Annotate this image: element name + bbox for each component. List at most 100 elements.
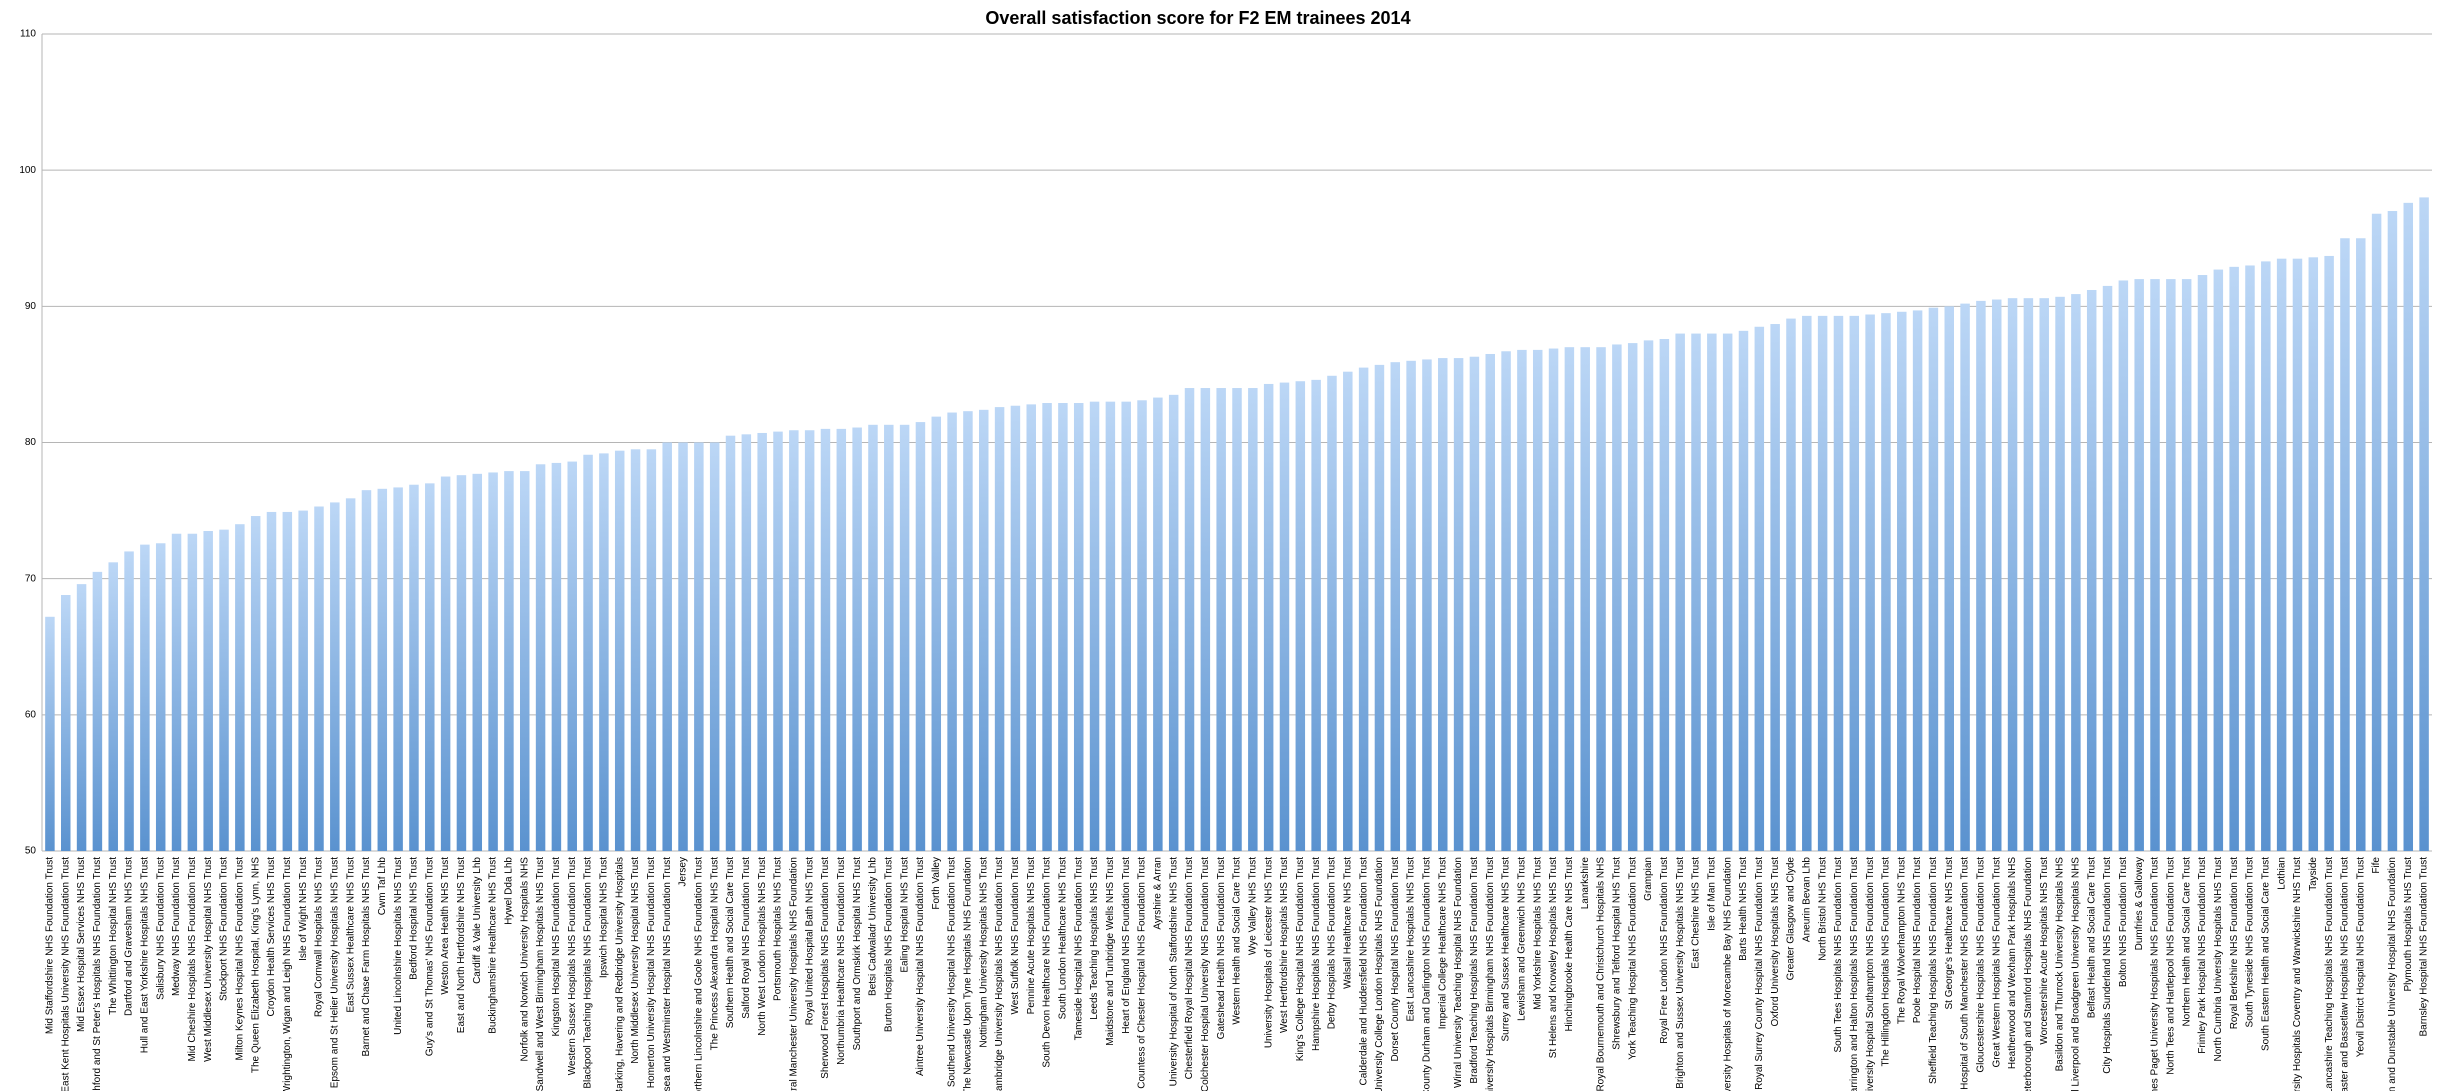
x-tick-label: Surrey and Sussex Healthcare NHS Trust <box>1501 857 1512 1042</box>
x-tick-label: Cambridge University Hospitals NHS Found… <box>994 857 1005 1091</box>
x-tick-label: Royal Surrey County Hospital NHS Foundat… <box>1754 857 1765 1090</box>
bar <box>2071 294 2081 851</box>
x-tick-label: University Hospitals Coventry and Warwic… <box>2292 857 2303 1091</box>
bar <box>2213 269 2224 851</box>
bar <box>187 533 198 851</box>
x-tick-label: Kingston Hospital NHS Foundation Trust <box>551 857 562 1037</box>
x-tick-label: University College London Hospitals NHS … <box>1374 857 1385 1091</box>
x-tick-label: South Devon Healthcare NHS Foundation Tr… <box>1042 857 1053 1068</box>
bar <box>1374 364 1385 851</box>
bar <box>1912 310 1923 851</box>
x-tick-label: Northern Lincolnshire and Goole NHS Foun… <box>693 857 704 1091</box>
x-tick-label: South Tees Hospitals NHS Foundation Trus… <box>1833 857 1844 1053</box>
x-tick-label: James Paget University Hospitals NHS Fou… <box>2150 857 2161 1091</box>
bar <box>2023 298 2034 851</box>
x-tick-label: The Princess Alexandra Hospital NHS Trus… <box>709 857 720 1051</box>
bar <box>1121 401 1131 851</box>
x-tick-label: North West London Hospitals NHS Trust <box>757 857 768 1036</box>
bar <box>1659 339 1670 851</box>
bar <box>1707 333 1717 852</box>
x-tick-label: Royal Cornwall Hospitals NHS Trust <box>314 857 325 1017</box>
bar <box>219 529 229 851</box>
x-tick-label: North Middlesex University Hospital NHS … <box>630 857 641 1064</box>
x-tick-label: Dartford and Gravesham NHS Trust <box>124 857 135 1016</box>
bar <box>1960 303 1970 851</box>
x-tick-label: Heatherwood and Wexham Park Hospitals NH… <box>2007 857 2018 1069</box>
bar <box>1168 394 1179 851</box>
bar <box>1944 306 1954 851</box>
bar <box>282 511 293 851</box>
x-tick-label: Burton Hospitals NHS Foundation Trust <box>883 857 894 1032</box>
x-tick-label: East Cheshire NHS Trust <box>1691 857 1702 969</box>
x-tick-label: North Tees and Hartlepool NHS Foundation… <box>2165 857 2176 1075</box>
x-tick-label: Royal Berkshire NHS Foundation Trust <box>2229 857 2240 1030</box>
x-tick-label: Pennine Acute Hospitals NHS Trust <box>1026 857 1037 1015</box>
x-tick-label: The Hillingdon Hospitals NHS Foundation … <box>1881 857 1892 1067</box>
bar <box>171 533 182 851</box>
x-tick-label: Dumfries & Galloway <box>2134 857 2145 950</box>
y-tick-label: 80 <box>25 437 37 448</box>
x-tick-label: Portsmouth Hospitals NHS Trust <box>773 857 784 1001</box>
x-tick-label: University Hospital Southampton NHS Foun… <box>1865 857 1876 1091</box>
bar <box>2134 279 2144 852</box>
x-tick-label: Weston Area Health NHS Trust <box>440 857 451 995</box>
x-tick-label: Mid Cheshire Hospitals NHS Foundation Tr… <box>187 857 198 1062</box>
x-tick-label: County Durham and Darlington NHS Foundat… <box>1422 857 1433 1091</box>
bar <box>203 531 213 851</box>
bar <box>868 424 878 851</box>
x-tick-label: East Kent Hospitals University NHS Found… <box>60 857 71 1091</box>
x-tick-label: Aintree University Hospital NHS Foundati… <box>915 857 926 1076</box>
bar <box>504 471 514 851</box>
x-tick-label: Greater Glasgow and Clyde <box>1786 857 1797 981</box>
x-tick-label: Guy's and St Thomas' NHS Foundation Trus… <box>424 857 435 1057</box>
bar <box>488 472 498 851</box>
x-tick-label: Buckinghamshire Healthcare NHS Trust <box>488 857 499 1034</box>
x-tick-label: Maidstone and Tunbridge Wells NHS Trust <box>1105 857 1116 1046</box>
bar <box>298 510 308 851</box>
bar <box>2039 298 2049 851</box>
bar <box>1406 360 1416 851</box>
bar <box>773 431 783 851</box>
bar <box>963 411 973 851</box>
bar <box>1089 401 1100 851</box>
x-tick-label: Tameside Hospital NHS Foundation Trust <box>1073 857 1084 1041</box>
x-tick-label: Stockport NHS Foundation Trust <box>219 857 230 1001</box>
x-tick-label: Grampian <box>1643 857 1654 901</box>
bar <box>1532 349 1543 851</box>
bar <box>567 461 577 851</box>
bar <box>235 524 245 851</box>
y-tick-label: 100 <box>19 165 36 176</box>
x-tick-label: Mid Essex Hospital Services NHS Trust <box>76 857 87 1032</box>
bar <box>614 450 625 851</box>
x-tick-label: York Teaching Hospital NHS Foundation Tr… <box>1627 857 1638 1060</box>
bar <box>1722 333 1733 852</box>
bar <box>535 464 546 851</box>
x-tick-label: Central Manchester University Hospitals … <box>788 857 799 1091</box>
bar <box>757 432 767 851</box>
bar <box>1105 401 1116 851</box>
x-tick-label: University Hospitals of Morecambe Bay NH… <box>1722 857 1733 1091</box>
bar <box>2150 279 2160 852</box>
x-tick-label: Shrewsbury and Telford Hospital NHS Trus… <box>1612 857 1623 1050</box>
bar <box>1200 388 1211 851</box>
x-tick-label: Chelsea and Westminster Hospital NHS Fou… <box>662 857 673 1091</box>
x-tick-label: Blackpool Teaching Hospitals NHS Foundat… <box>583 857 594 1089</box>
bar <box>884 424 894 851</box>
bar <box>947 412 957 851</box>
bar <box>250 516 261 851</box>
x-tick-label: Yeovil District Hospital NHS Foundation … <box>2355 857 2366 1057</box>
bar <box>2419 197 2429 851</box>
bar <box>314 506 324 851</box>
x-tick-label: Ashford and St Peter's Hospitals NHS Fou… <box>92 857 103 1091</box>
x-tick-label: South London Healthcare NHS Trust <box>1058 857 1069 1020</box>
x-tick-label: Hull and East Yorkshire Hospitals NHS Tr… <box>140 857 151 1053</box>
bar <box>852 427 862 851</box>
bar <box>599 453 609 851</box>
x-tick-label: Hinchingbrooke Health Care NHS Trust <box>1564 857 1575 1032</box>
x-tick-label: Southern Health and Social Care Trust <box>725 857 736 1028</box>
bar <box>1263 383 1274 851</box>
bar <box>1580 347 1590 851</box>
bar <box>2102 285 2113 851</box>
bar <box>1802 315 1812 851</box>
y-tick-label: 60 <box>25 709 37 720</box>
